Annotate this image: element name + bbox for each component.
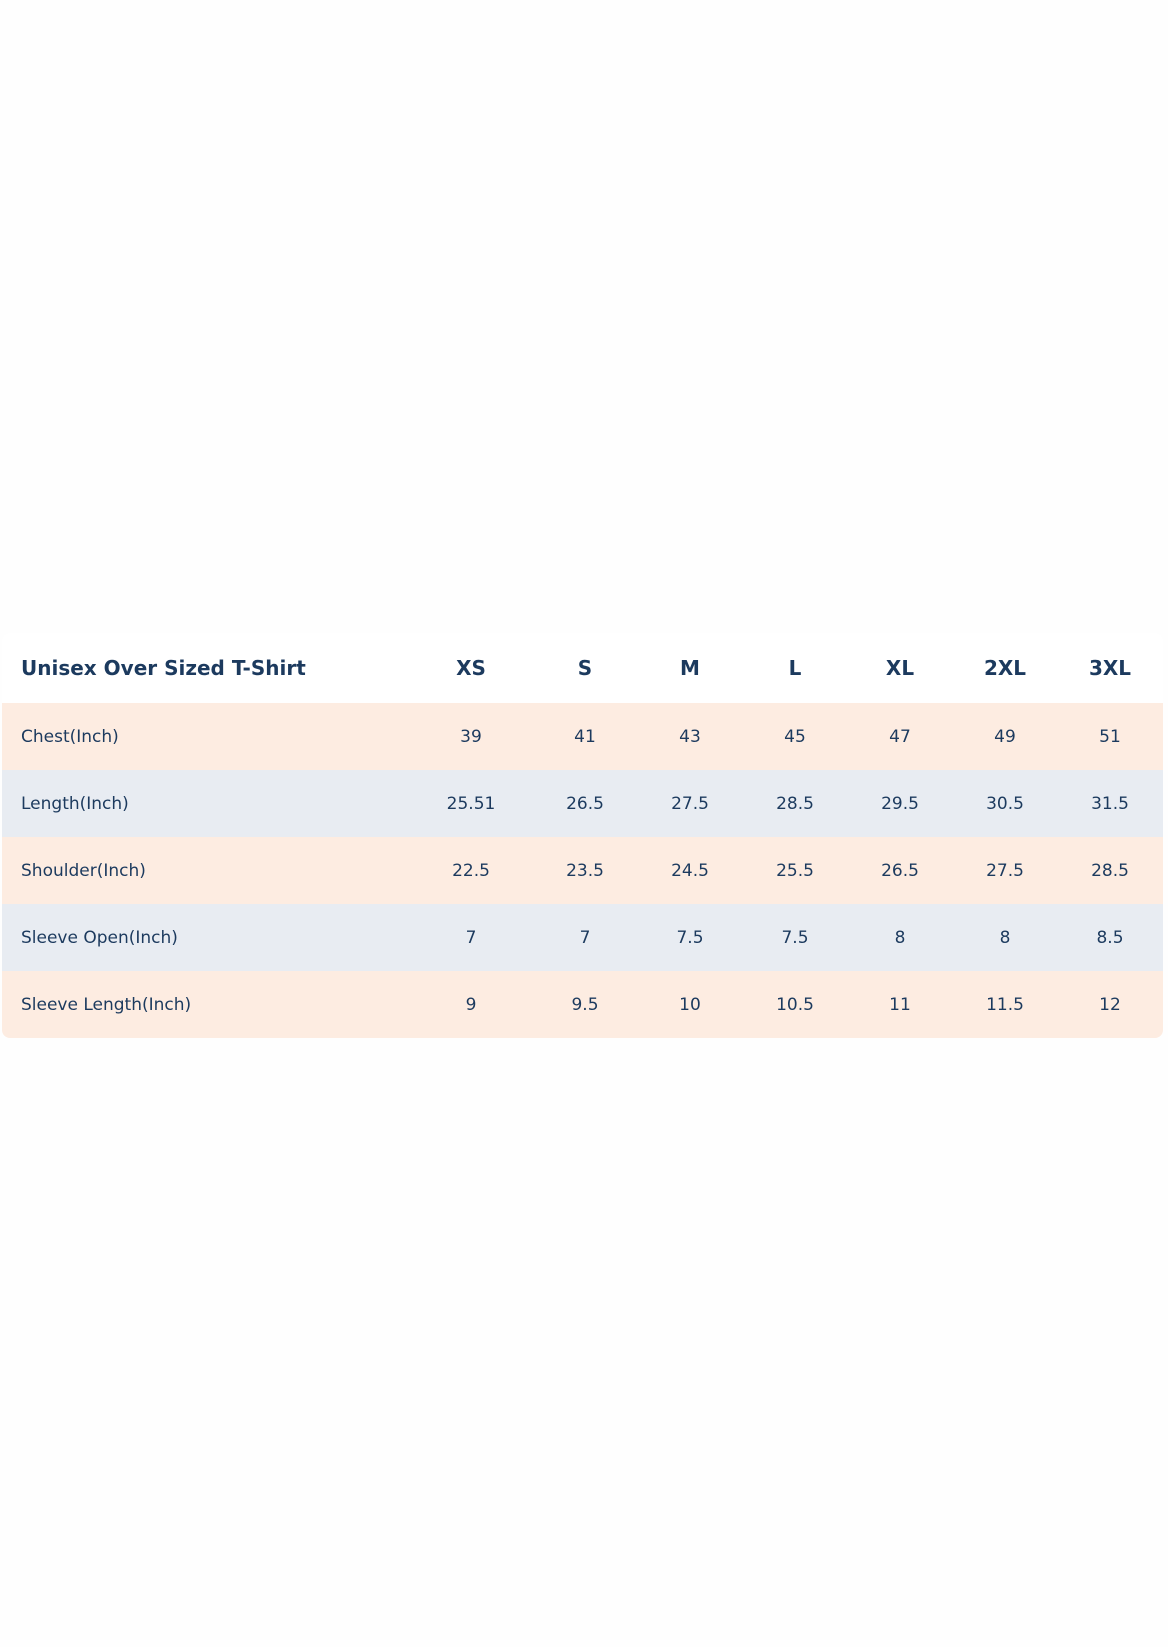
cell-value: L [788, 656, 802, 680]
cell-value: 29.5 [881, 793, 919, 814]
size-table: Unisex Over Sized T-Shirt XS S M L XL 2XL 3XL Ch… [2, 633, 1163, 1038]
cell-value: 26.5 [881, 860, 919, 881]
cell-value: 23.5 [566, 860, 604, 881]
cell-value: 7.5 [781, 927, 809, 948]
table-row: Sleeve Length(Inch) 9 9.5 10 10.5 11 11.5 12 [2, 971, 1163, 1038]
table-row: Length(Inch) 25.51 26.5 27.5 28.5 29.5 30.5 31.… [2, 770, 1163, 837]
header-row: Unisex Over Sized T-Shirt XS S M L XL 2XL 3XL [2, 633, 1163, 703]
cell-value: 28.5 [1091, 860, 1129, 881]
cell-value: 9 [465, 994, 477, 1015]
cell-value: 2XL [983, 656, 1027, 680]
cell-value: 25.51 [446, 793, 496, 814]
cell-value: 31.5 [1091, 793, 1129, 814]
cell-value: 51 [1099, 726, 1121, 747]
cell-value: 11.5 [986, 994, 1024, 1015]
cell-value: 25.5 [776, 860, 814, 881]
row-label: Length(Inch) [21, 793, 129, 814]
cell-value: 7 [465, 927, 477, 948]
cell-value: 43 [679, 726, 701, 747]
row-label: Sleeve Open(Inch) [21, 927, 178, 948]
table-row: Chest(Inch) 39 41 43 45 47 49 51 [2, 703, 1163, 770]
cell-value: 8 [999, 927, 1011, 948]
cell-value: 41 [574, 726, 596, 747]
cell-value: 9.5 [571, 994, 599, 1015]
row-label: Sleeve Length(Inch) [21, 994, 192, 1015]
cell-value: XS [456, 656, 486, 680]
cell-value: 26.5 [566, 793, 604, 814]
cell-value: 10.5 [776, 994, 814, 1015]
cell-value: 8 [894, 927, 906, 948]
cell-value: 8.5 [1096, 927, 1124, 948]
cell-value: 3XL [1088, 656, 1132, 680]
cell-value: S [577, 656, 593, 680]
row-label: Chest(Inch) [21, 726, 119, 747]
table-row: Sleeve Open(Inch) 7 7 7.5 7.5 8 8 8.5 [2, 904, 1163, 971]
cell-value: 22.5 [452, 860, 490, 881]
cell-value: 7.5 [676, 927, 704, 948]
cell-value: 30.5 [986, 793, 1024, 814]
cell-value: 47 [889, 726, 911, 747]
cell-value: 12 [1099, 994, 1121, 1015]
row-label: Unisex Over Sized T-Shirt [21, 656, 306, 680]
cell-value: 24.5 [671, 860, 709, 881]
cell-value: 49 [994, 726, 1016, 747]
cell-value: M [680, 656, 700, 680]
cell-value: 28.5 [776, 793, 814, 814]
cell-value: 27.5 [986, 860, 1024, 881]
cell-value: 45 [784, 726, 806, 747]
row-label: Shoulder(Inch) [21, 860, 146, 881]
cell-value: XL [885, 656, 915, 680]
cell-value: 7 [579, 927, 591, 948]
cell-value: 27.5 [671, 793, 709, 814]
cell-value: 39 [460, 726, 482, 747]
cell-value: 10 [679, 994, 701, 1015]
cell-value: 11 [889, 994, 911, 1015]
table-row: Shoulder(Inch) 22.5 23.5 24.5 25.5 26.5 27.5 28… [2, 837, 1163, 904]
